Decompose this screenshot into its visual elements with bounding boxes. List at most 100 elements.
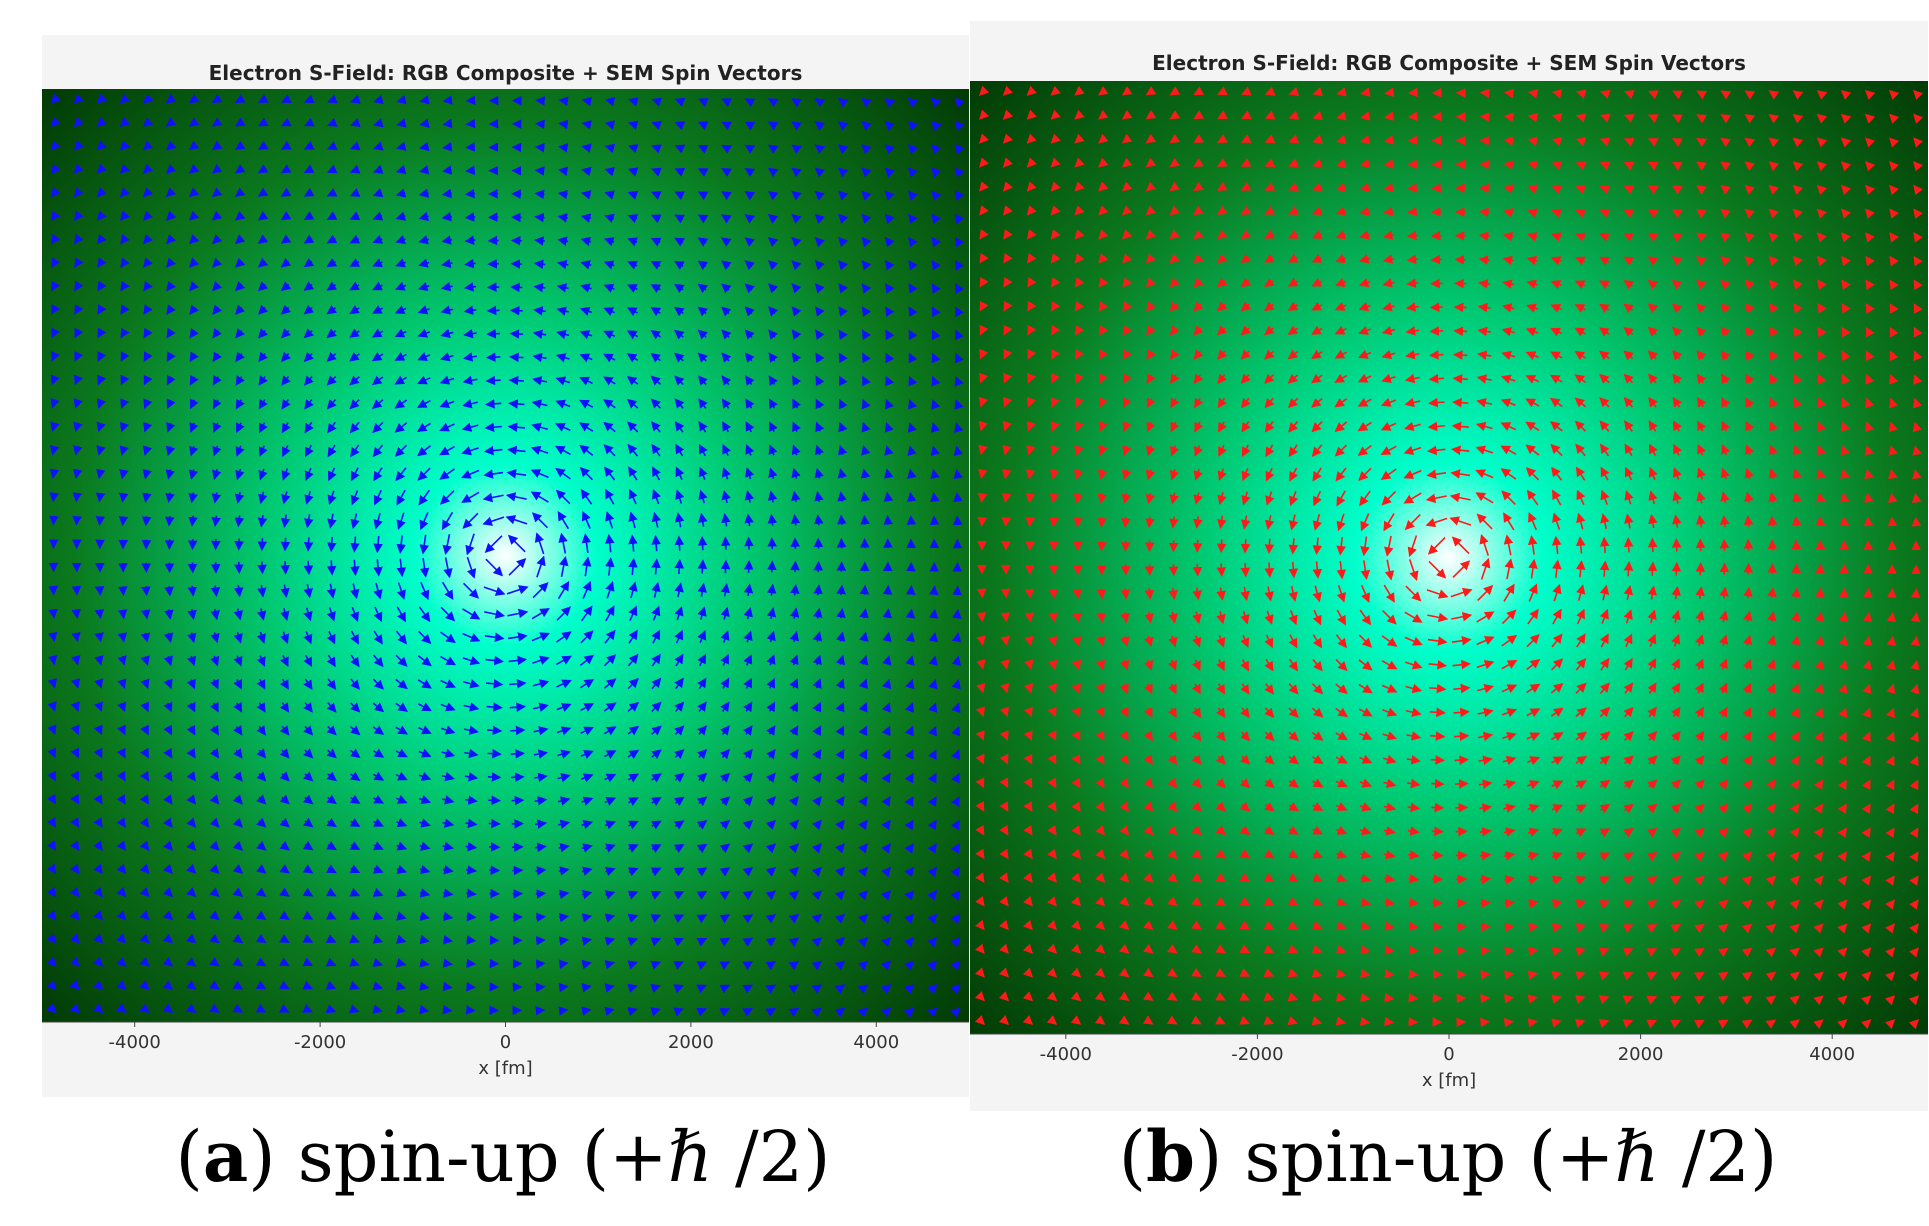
- spin-vector: [70, 793, 80, 805]
- spin-vector: [162, 956, 174, 967]
- spin-vector: [279, 980, 290, 990]
- spin-vector: [163, 655, 173, 667]
- spin-vector: [209, 748, 220, 759]
- spin-vector: [1480, 970, 1491, 980]
- spin-vector: [255, 910, 267, 920]
- spin-vector: [117, 609, 128, 620]
- spin-vector: [1863, 492, 1874, 503]
- spin-vector: [1599, 560, 1610, 577]
- spin-vector: [466, 911, 477, 922]
- spin-vector: [279, 725, 290, 736]
- spin-vector: [1001, 492, 1012, 504]
- spin-vector: [1264, 538, 1275, 555]
- spin-vector: [256, 794, 267, 805]
- spin-vector: [234, 234, 246, 245]
- spin-vector: [535, 1005, 546, 1016]
- spin-vector: [302, 934, 314, 943]
- spin-vector: [51, 304, 61, 315]
- spin-vector: [93, 863, 103, 875]
- spin-vector: [120, 374, 130, 386]
- spin-vector: [93, 910, 104, 921]
- spin-vector: [279, 910, 290, 920]
- spin-vector: [1407, 111, 1418, 122]
- spin-vector: [74, 374, 83, 386]
- spin-vector: [209, 817, 220, 828]
- spin-vector: [140, 609, 151, 620]
- spin-vector: [906, 491, 917, 502]
- spin-vector: [302, 957, 314, 967]
- spin-vector: [211, 187, 223, 198]
- spin-vector: [120, 351, 130, 362]
- spin-vector: [96, 93, 108, 104]
- spin-vector: [1503, 112, 1514, 123]
- spin-vector: [70, 747, 80, 759]
- spin-vector: [1097, 517, 1107, 528]
- spin-vector: [50, 210, 61, 221]
- spin-vector: [1408, 897, 1420, 908]
- spin-vector: [302, 910, 314, 920]
- spin-vector: [258, 398, 268, 410]
- spin-vector: [47, 747, 57, 759]
- spin-vector: [73, 163, 84, 175]
- chart-panel-a: Electron S-Field: RGB Composite + SEM Sp…: [42, 35, 969, 1097]
- spin-vector: [533, 236, 546, 246]
- spin-vector: [279, 934, 290, 943]
- spin-vector: [1216, 539, 1227, 554]
- spin-vector: [92, 979, 104, 991]
- spin-vector: [48, 608, 58, 619]
- spin-vector: [232, 1003, 244, 1013]
- spin-vector: [303, 748, 314, 759]
- spin-vector: [232, 980, 244, 990]
- spin-vector: [117, 701, 127, 713]
- spin-vector: [1073, 517, 1083, 528]
- spin-vector: [1815, 587, 1825, 598]
- spin-vector: [141, 586, 151, 597]
- spin-vector: [976, 611, 987, 623]
- spin-vector: [188, 469, 199, 480]
- spin-vector: [119, 187, 130, 198]
- spin-vector: [280, 187, 292, 197]
- spin-vector: [166, 304, 176, 315]
- spin-vector: [209, 840, 220, 851]
- spin-vector: [1862, 611, 1873, 622]
- spin-vector: [95, 515, 106, 526]
- spin-vector: [50, 93, 61, 104]
- spin-vector: [117, 678, 127, 689]
- spin-vector: [186, 794, 197, 805]
- spin-vector: [73, 116, 84, 128]
- spin-vector: [143, 398, 153, 410]
- spin-vector: [511, 795, 525, 806]
- spin-vector: [232, 794, 243, 805]
- spin-vector: [258, 445, 268, 457]
- spin-vector: [189, 257, 200, 268]
- spin-vector: [73, 421, 83, 433]
- spin-vector: [143, 280, 153, 292]
- spin-vector: [1623, 537, 1634, 553]
- spin-vector: [535, 935, 546, 946]
- spin-vector: [48, 631, 58, 643]
- spin-vector: [1791, 587, 1801, 598]
- spin-vector: [534, 189, 545, 200]
- spin-vector: [1428, 373, 1444, 384]
- spin-vector: [257, 187, 269, 197]
- spin-vector: [258, 468, 268, 481]
- spin-vector: [465, 118, 476, 129]
- spin-vector: [464, 188, 476, 199]
- spin-vector: [487, 772, 502, 782]
- spin-vector: [486, 702, 503, 712]
- spin-vector: [487, 748, 502, 759]
- spin-vector: [164, 609, 174, 620]
- spin-vector: [535, 119, 545, 130]
- spin-vector: [256, 631, 266, 644]
- spin-vector: [162, 980, 174, 990]
- spin-vector: [280, 328, 292, 339]
- spin-vector: [279, 702, 290, 713]
- spin-vector: [73, 398, 83, 409]
- spin-vector: [210, 678, 219, 690]
- spin-vector: [279, 748, 290, 759]
- spin-vector: [905, 585, 916, 596]
- spin-vector: [1072, 588, 1083, 600]
- spin-vector: [69, 979, 80, 991]
- spin-vector: [97, 304, 107, 315]
- spin-vector: [118, 492, 129, 503]
